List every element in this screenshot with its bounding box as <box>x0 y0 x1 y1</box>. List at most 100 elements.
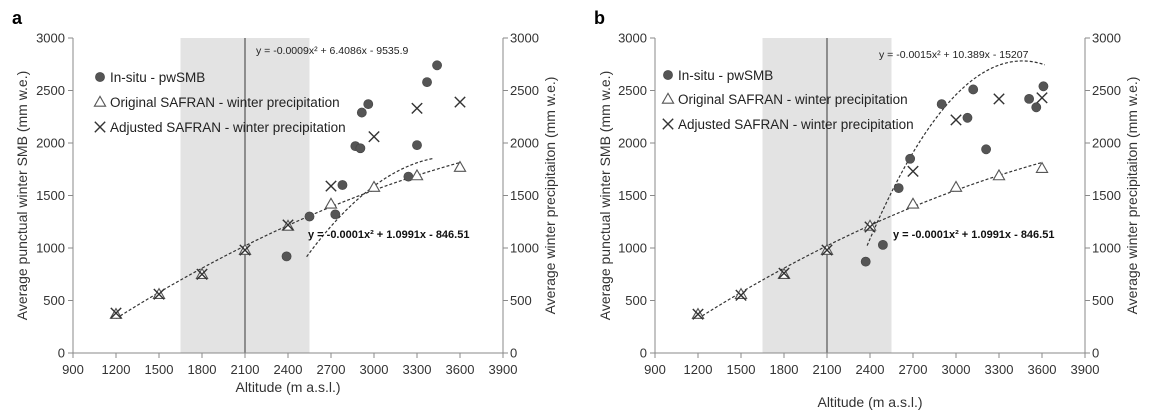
y-tick-label: 1500 <box>36 188 65 203</box>
point-triangle <box>906 197 920 209</box>
y2-tick-label: 2000 <box>1092 136 1121 151</box>
point-circle <box>1024 94 1034 104</box>
point-triangle <box>1035 161 1049 173</box>
y2-tick-label: 1000 <box>1092 241 1121 256</box>
x-tick-label: 1500 <box>145 362 174 377</box>
y-tick-label: 0 <box>640 346 647 361</box>
point-triangle <box>324 197 338 209</box>
panel-letter: b <box>594 8 605 28</box>
y-tick-label: 0 <box>58 346 65 361</box>
point-x <box>735 289 747 301</box>
x-tick-label: 1800 <box>770 362 799 377</box>
x-tick-label: 2700 <box>899 362 928 377</box>
x-tick-label: 1800 <box>188 362 217 377</box>
point-x <box>110 307 122 319</box>
x-tick-label: 2400 <box>856 362 885 377</box>
y2-tick-label: 0 <box>1092 346 1099 361</box>
trendline-0 <box>866 60 1046 246</box>
y2-tick-label: 0 <box>510 346 517 361</box>
y2-tick-label: 2500 <box>510 83 539 98</box>
point-triangle <box>453 160 467 172</box>
trendline-equation-bottom: y = -0.0001x² + 1.0991x - 846.51 <box>308 229 469 241</box>
y2-tick-label: 1500 <box>510 188 539 203</box>
series-circle <box>860 81 1049 267</box>
legend-label: Original SAFRAN - winter precipitation <box>110 95 340 110</box>
point-circle <box>422 77 432 87</box>
y2-tick-label: 500 <box>510 293 532 308</box>
trendline-equation-top: y = -0.0009x² + 6.4086x - 9535.9 <box>256 45 409 57</box>
x-tick-label: 3600 <box>1028 362 1057 377</box>
point-triangle <box>410 168 424 181</box>
point-circle <box>356 107 367 118</box>
point-circle <box>936 99 947 110</box>
point-circle <box>1031 102 1042 113</box>
legend-label: Original SAFRAN - winter precipitation <box>678 92 908 107</box>
x-tick-label: 3300 <box>985 362 1014 377</box>
x-tick-label: 1200 <box>102 362 131 377</box>
point-x <box>196 268 208 280</box>
x-tick-label: 3600 <box>446 362 475 377</box>
point-x <box>692 308 704 320</box>
point-x <box>864 221 876 233</box>
point-x <box>778 267 790 279</box>
legend-label: Adjusted SAFRAN - winter precipitation <box>678 117 914 132</box>
x-tick-label: 2400 <box>274 362 303 377</box>
y2-tick-label: 1500 <box>1092 188 1121 203</box>
point-x <box>993 93 1005 105</box>
y2-tick-label: 2000 <box>510 136 539 151</box>
y-tick-label: 500 <box>625 293 647 308</box>
y-tick-label: 500 <box>43 293 65 308</box>
legend-label: In-situ - pwSMB <box>110 70 205 85</box>
x-tick-label: 2100 <box>813 362 842 377</box>
x-tick-label: 3900 <box>489 362 518 377</box>
point-circle <box>962 112 973 123</box>
x-tick-label: 3000 <box>360 362 389 377</box>
point-x <box>454 96 466 108</box>
point-circle <box>304 211 315 222</box>
point-triangle <box>734 287 748 299</box>
y2-tick-label: 2500 <box>1092 83 1121 98</box>
x-tick-label: 3900 <box>1071 362 1100 377</box>
y-tick-label: 2500 <box>618 83 647 98</box>
point-circle <box>432 60 442 71</box>
point-circle <box>878 239 888 250</box>
point-circle <box>905 153 916 164</box>
point-x <box>153 288 165 300</box>
legend: In-situ - pwSMB Original SAFRAN - winter … <box>93 70 346 135</box>
y-tick-label: 3000 <box>618 31 647 46</box>
point-x <box>950 114 962 126</box>
legend-marker-circle <box>663 70 673 80</box>
y-tick-label: 1500 <box>618 188 647 203</box>
x-tick-label: 3300 <box>403 362 432 377</box>
legend-marker-triangle <box>93 95 107 107</box>
y2-tick-label: 3000 <box>510 31 539 46</box>
point-circle <box>1038 81 1049 92</box>
x-tick-label: 900 <box>62 362 84 377</box>
trendline-equation-top: y = -0.0015x² + 10.389x - 15207 <box>879 49 1029 61</box>
x-tick-label: 2100 <box>231 362 260 377</box>
legend-label: Adjusted SAFRAN - winter precipitation <box>110 120 346 135</box>
point-circle <box>893 183 904 194</box>
x-tick-label: 1500 <box>727 362 756 377</box>
panel-letter: a <box>12 8 23 28</box>
legend-marker-x <box>94 121 106 133</box>
x-tick-label: 2700 <box>317 362 346 377</box>
legend-marker-x <box>662 118 674 130</box>
point-circle <box>337 180 348 190</box>
trendline-equation-bottom: y = -0.0001x² + 1.0991x - 846.51 <box>893 229 1054 241</box>
y2-axis-label: Average winter precipitaiton (mm w.e.) <box>1124 77 1140 315</box>
x-tick-label: 1200 <box>684 362 713 377</box>
y-axis-label: Average punctual winter SMB (mm w.e.) <box>597 71 613 321</box>
x-tick-label: 900 <box>644 362 666 377</box>
legend: In-situ - pwSMB Original SAFRAN - winter … <box>661 68 914 132</box>
point-circle <box>363 99 374 110</box>
y2-tick-label: 500 <box>1092 293 1114 308</box>
point-circle <box>860 256 871 267</box>
point-circle <box>412 140 422 150</box>
y2-tick-label: 3000 <box>1092 31 1121 46</box>
point-x <box>368 131 380 143</box>
legend-marker-triangle <box>661 92 675 104</box>
x-axis-label: Altitude (m a.s.l.) <box>817 394 922 410</box>
legend-label: In-situ - pwSMB <box>678 68 773 83</box>
